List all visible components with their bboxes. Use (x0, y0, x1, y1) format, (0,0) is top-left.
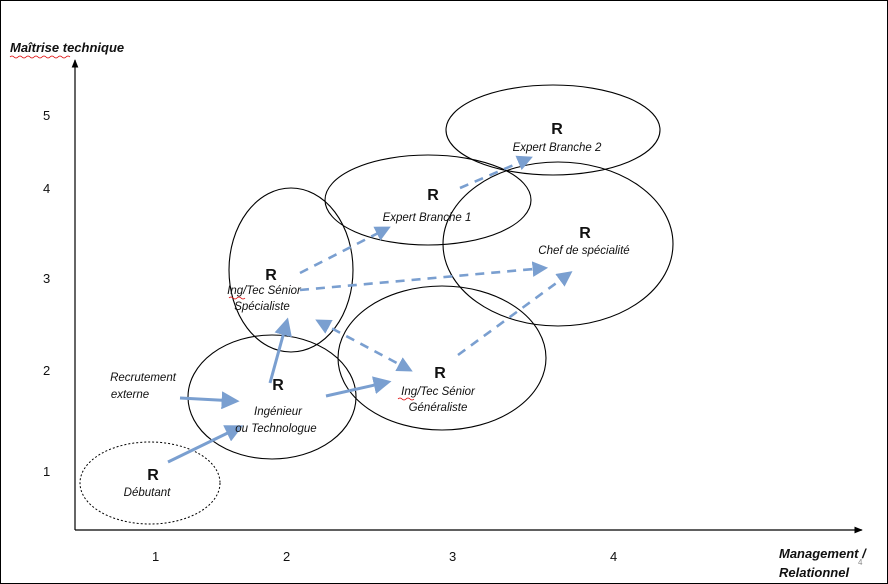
arrow-specialiste-to-expert1 (299, 226, 391, 275)
expert1-ellipse (324, 154, 532, 246)
arrow-ingenieur-to-generaliste (325, 376, 392, 398)
node-label: Ingénieur (254, 406, 303, 418)
node-label: Ing/Tec Sénior (401, 386, 476, 398)
node-mark: R (579, 225, 591, 242)
node-expert1: R Expert Branche 1 (383, 187, 472, 224)
node-mark: R (147, 467, 159, 484)
node-chef: R Chef de spécialité (538, 225, 629, 257)
external-label: externe (111, 389, 149, 401)
node-label: Spécialiste (234, 301, 290, 313)
chef-ellipse (442, 161, 674, 327)
spellcheck-underline (397, 397, 415, 401)
arrow-specialiste-to-chef (299, 261, 549, 292)
stray-mark: 4 (858, 558, 863, 567)
arrow-recrutement-to-ingenieur (179, 391, 240, 410)
node-mark: R (434, 365, 446, 382)
node-label: Généraliste (409, 402, 468, 414)
node-mark: R (551, 121, 563, 138)
debutant-ellipse (79, 441, 221, 525)
x-tick-label: 4 (610, 549, 617, 564)
node-label: ou Technologue (235, 423, 316, 435)
node-mark: R (427, 187, 439, 204)
specialiste-ellipse (228, 187, 354, 353)
external-recruitment: Recrutement externe (110, 372, 177, 401)
node-generaliste: R Ing/Tec Sénior Généraliste (401, 365, 476, 414)
x-axis-title-line1: Management / (779, 546, 867, 561)
expert2-ellipse (445, 84, 661, 176)
node-expert2: R Expert Branche 2 (513, 121, 602, 154)
node-debutant: R Débutant (124, 467, 171, 499)
x-tick-label: 1 (152, 549, 159, 564)
y-tick-label: 2 (43, 363, 50, 378)
arrow-expert1-to-expert2 (459, 155, 533, 190)
y-tick-label: 3 (43, 271, 50, 286)
arrow-generaliste-to-chef (457, 271, 573, 357)
node-ingenieur: R Ingénieur ou Technologue (235, 377, 316, 435)
spellcheck-underline (228, 296, 246, 300)
node-label: Chef de spécialité (538, 245, 629, 257)
arrow-specialiste-generaliste (315, 319, 413, 372)
node-mark: R (265, 267, 277, 284)
x-tick-label: 2 (283, 549, 290, 564)
y-tick-label: 4 (43, 181, 50, 196)
node-label: Débutant (124, 487, 171, 499)
arrow-debutant-to-ingenieur (167, 425, 244, 464)
arrow-ingenieur-to-specialiste (268, 317, 292, 384)
y-tick-label: 5 (43, 108, 50, 123)
y-tick-label: 1 (43, 464, 50, 479)
x-axis-title-line2: Relationnel (779, 565, 849, 580)
external-label: Recrutement (110, 372, 177, 384)
y-axis-title: Maîtrise technique (10, 40, 124, 55)
x-tick-label: 3 (449, 549, 456, 564)
spellcheck-underline (9, 55, 71, 59)
node-label: Expert Branche 1 (383, 212, 472, 224)
node-specialiste: R Ing/Tec Sénior Spécialiste (227, 267, 302, 313)
node-label: Expert Branche 2 (513, 142, 602, 154)
node-mark: R (272, 377, 284, 394)
node-label: Ing/Tec Sénior (227, 285, 302, 297)
